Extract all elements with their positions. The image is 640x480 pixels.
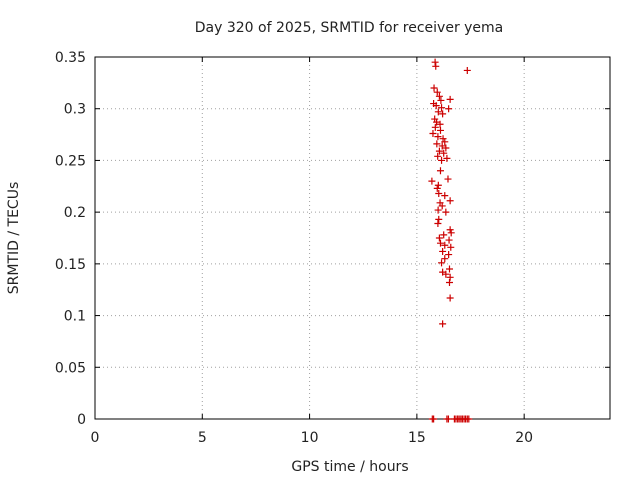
data-point <box>445 278 453 286</box>
data-point <box>465 415 473 423</box>
data-point <box>441 255 449 263</box>
data-point <box>434 206 442 214</box>
data-point <box>435 147 443 155</box>
data-point <box>441 241 449 249</box>
data-point <box>434 108 442 116</box>
data-point <box>432 62 440 70</box>
data-point <box>434 181 442 189</box>
data-point <box>445 105 453 113</box>
data-point <box>434 133 442 141</box>
chart-title: Day 320 of 2025, SRMTID for receiver yem… <box>195 20 504 36</box>
data-markers <box>428 58 473 423</box>
data-point <box>438 104 446 112</box>
data-point <box>442 144 450 152</box>
data-point <box>439 110 447 118</box>
data-point <box>435 215 443 223</box>
data-point <box>428 177 436 185</box>
data-point <box>436 239 444 247</box>
data-point <box>443 154 451 162</box>
data-point <box>431 58 439 66</box>
data-point <box>434 220 442 228</box>
x-tick-label: 5 <box>198 430 207 446</box>
data-point <box>440 231 448 239</box>
data-point <box>441 192 449 200</box>
y-tick-label: 0 <box>77 412 86 428</box>
data-point <box>435 190 443 198</box>
data-point <box>446 273 454 281</box>
data-point <box>447 243 455 251</box>
x-axis-label: GPS time / hours <box>291 459 408 475</box>
data-point <box>441 138 449 146</box>
data-point <box>430 415 438 423</box>
x-tick-label: 10 <box>301 430 319 446</box>
x-tick-label: 0 <box>91 430 100 446</box>
data-point <box>463 66 471 74</box>
data-point <box>438 142 446 150</box>
data-point <box>438 156 446 164</box>
x-tick-label: 15 <box>408 430 426 446</box>
y-tick-label: 0.25 <box>55 153 86 169</box>
plot-frame <box>94 56 611 420</box>
data-point <box>437 96 445 104</box>
data-point <box>438 202 446 210</box>
y-tick-label: 0.35 <box>55 50 86 66</box>
data-point <box>445 251 453 259</box>
data-point <box>442 208 450 216</box>
data-point <box>444 415 452 423</box>
data-point <box>433 140 441 148</box>
data-point <box>431 123 439 131</box>
data-point <box>442 270 450 278</box>
y-tick-label: 0.1 <box>64 309 86 325</box>
data-point <box>433 184 441 192</box>
data-point <box>439 135 447 143</box>
y-axis-label: SRMTID / TECUs <box>6 182 22 295</box>
data-point <box>444 175 452 183</box>
data-point <box>436 167 444 175</box>
y-tick-label: 0.3 <box>64 102 86 118</box>
y-tick-label: 0.15 <box>55 257 86 273</box>
data-point <box>432 102 440 110</box>
data-point <box>445 265 453 273</box>
data-point <box>446 95 454 103</box>
data-point <box>446 294 454 302</box>
data-point <box>438 259 446 267</box>
data-point <box>439 247 447 255</box>
data-point <box>446 197 454 205</box>
y-tick-label: 0.05 <box>55 360 86 376</box>
gridlines <box>95 57 610 419</box>
data-point <box>434 152 442 160</box>
data-point <box>435 234 443 242</box>
data-point <box>429 130 437 138</box>
data-point <box>440 149 448 157</box>
y-tick-label: 0.2 <box>64 205 86 221</box>
data-point <box>430 84 438 92</box>
axis-ticks: 0 5 10 15 20 0 0.05 0.1 0.15 0.2 0.25 0.3 0.35 <box>55 50 610 446</box>
data-point <box>436 126 444 134</box>
data-point <box>445 236 453 244</box>
data-point <box>435 92 443 100</box>
data-point <box>433 88 441 96</box>
x-tick-label: 20 <box>515 430 533 446</box>
data-point <box>439 320 447 328</box>
data-point <box>436 120 444 128</box>
data-point <box>447 229 455 237</box>
data-point <box>446 226 454 234</box>
